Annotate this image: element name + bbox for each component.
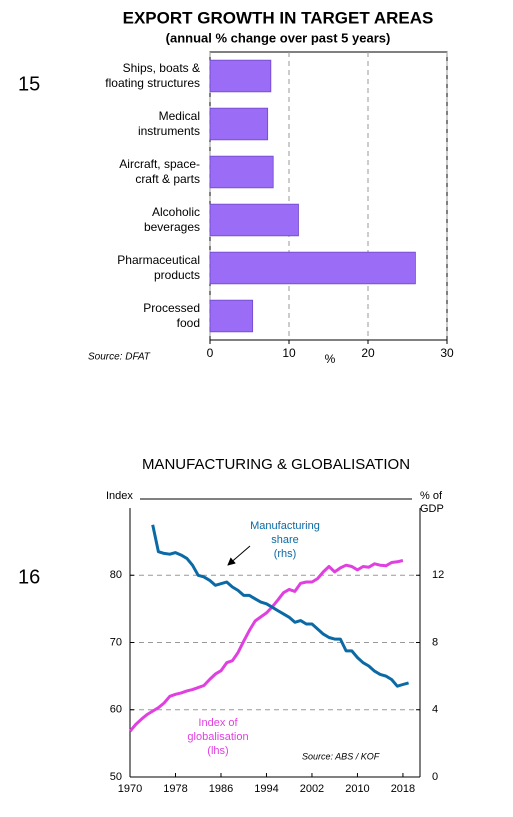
x-tick-label: 2018 — [391, 783, 415, 795]
bar — [209, 251, 416, 285]
x-tick-label: 20 — [361, 346, 375, 360]
bar — [209, 299, 254, 333]
y-axis-label: Index — [106, 490, 133, 502]
y-tick-label: 60 — [110, 704, 122, 716]
bar — [209, 203, 299, 237]
chart-subtitle: (annual % change over past 5 years) — [166, 30, 391, 45]
source-note: Source: DFAT — [88, 352, 151, 363]
y2-tick-label: 0 — [432, 771, 438, 783]
annotation-arrow — [227, 545, 251, 566]
x-tick-label: 2002 — [300, 783, 324, 795]
series-line — [151, 524, 410, 688]
bar — [209, 107, 269, 141]
y-tick-label: 70 — [110, 636, 122, 648]
category-label: Processed food — [143, 301, 200, 330]
chart-number: 16 — [18, 566, 40, 588]
y-tick-label: 50 — [110, 771, 122, 783]
y-tick-label: 80 — [110, 569, 122, 581]
category-label: Alcoholic beverages — [143, 205, 200, 234]
x-tick-label: 1994 — [254, 783, 278, 795]
x-tick-label: 30 — [440, 346, 454, 360]
y2-axis-label: % of GDP — [420, 490, 444, 515]
category-label: Medical instruments — [137, 109, 200, 138]
chart-title: EXPORT GROWTH IN TARGET AREAS — [123, 8, 434, 27]
source-note: Source: ABS / KOF — [302, 751, 380, 761]
y2-tick-label: 4 — [432, 704, 438, 716]
y2-tick-label: 12 — [432, 569, 444, 581]
series-label: Manufacturing share (rhs) — [250, 520, 320, 560]
x-tick-label: 10 — [282, 346, 296, 360]
x-tick-label: 1970 — [118, 783, 142, 795]
category-label: Pharmaceutical products — [117, 253, 200, 282]
x-tick-label: 1986 — [209, 783, 233, 795]
plot-frame — [209, 51, 448, 341]
x-tick-label: 1978 — [163, 783, 187, 795]
category-label: Aircraft, space- craft & parts — [119, 157, 200, 186]
bar — [209, 155, 274, 189]
series-label: Index of globalisation (lhs) — [187, 717, 249, 757]
bar — [209, 59, 272, 93]
category-label: Ships, boats & floating structures — [105, 61, 200, 90]
x-axis-label: % — [325, 352, 336, 366]
y2-tick-label: 8 — [432, 636, 438, 648]
x-tick-label: 0 — [207, 346, 214, 360]
chart-title: MANUFACTURING & GLOBALISATION — [142, 456, 410, 473]
chart-number: 15 — [18, 73, 40, 95]
series-line — [128, 559, 404, 733]
x-tick-label: 2010 — [345, 783, 369, 795]
